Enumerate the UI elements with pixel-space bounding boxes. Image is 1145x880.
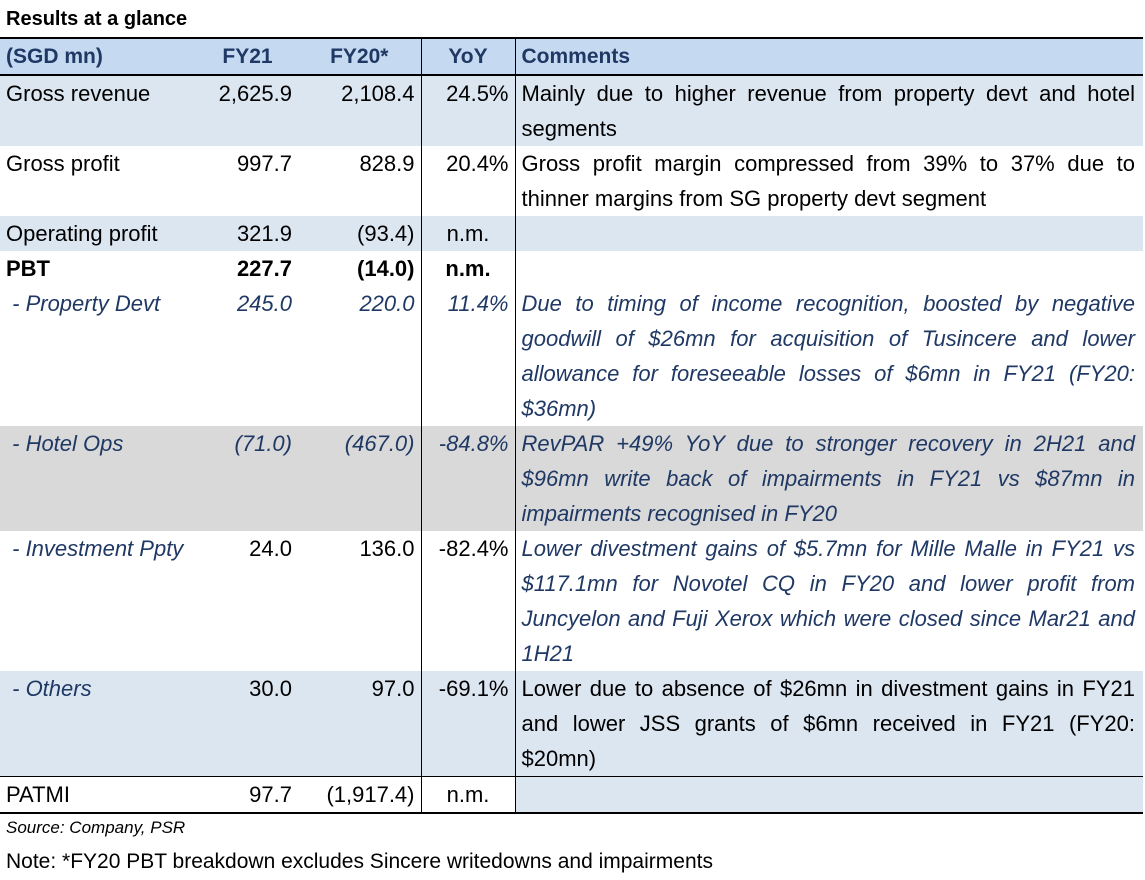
row-label: PBT [6,256,50,281]
header-fy21: FY21 [197,38,298,75]
header-yoy: YoY [420,38,515,75]
table-row-gross-revenue: Gross revenue 2,625.9 2,108.4 24.5% Main… [0,75,1143,146]
row-yoy: -82.4% [420,531,515,671]
row-yoy: -69.1% [420,671,515,777]
row-fy21: 24.0 [249,536,292,561]
row-fy21: 227.7 [236,256,292,281]
row-yoy: -84.8% [420,426,515,531]
row-label: Gross profit [6,151,120,176]
row-fy20: 828.9 [359,151,415,176]
row-fy20: 2,108.4 [298,75,421,146]
header-comments: Comments [514,38,1143,75]
row-fy21: 2,625.9 [197,75,298,146]
table-row-property-devt: - Property Devt 245.0 220.0 11.4% Due to… [0,286,1143,426]
row-fy20: (93.4) [298,216,421,251]
table-row-pbt: PBT 227.7 (14.0) n.m. [0,251,1143,286]
row-fy21: 97.7 [249,782,292,807]
row-comment: Mainly due to higher revenue from proper… [514,75,1143,146]
row-yoy: n.m. [420,251,515,286]
row-fy20: (14.0) [357,256,415,281]
row-label: - Property Devt [6,291,161,316]
row-yoy: 24.5% [420,75,515,146]
row-fy21: (71.0) [197,426,298,531]
row-comment [514,776,1143,813]
table-row-operating-profit: Operating profit 321.9 (93.4) n.m. [0,216,1143,251]
row-comment: Lower due to absence of $26mn in divestm… [514,671,1143,777]
row-fy20: (1,917.4) [326,782,415,807]
row-label: - Others [0,671,197,777]
row-yoy: 11.4% [420,286,515,426]
row-label: PATMI [6,782,70,807]
row-yoy: 20.4% [420,146,515,216]
row-fy21: 321.9 [197,216,298,251]
table-row-others: - Others 30.0 97.0 -69.1% Lower due to a… [0,671,1143,777]
row-yoy: n.m. [420,216,515,251]
page-title: Results at a glance [6,8,188,30]
row-fy20: 220.0 [359,291,415,316]
table-row-patmi: PATMI 97.7 (1,917.4) n.m. [0,776,1143,813]
row-label: Operating profit [0,216,197,251]
row-comment: Gross profit margin compressed from 39% … [514,146,1143,216]
row-fy21: 30.0 [197,671,298,777]
row-comment: RevPAR +49% YoY due to stronger recovery… [514,426,1143,531]
table-row-hotel-ops: - Hotel Ops (71.0) (467.0) -84.8% RevPAR… [0,426,1143,531]
row-fy20: 136.0 [359,536,415,561]
row-label: - Hotel Ops [0,426,197,531]
results-table: (SGD mn) FY21 FY20* YoY Comments Gross r… [0,37,1143,814]
row-fy20: (467.0) [298,426,421,531]
row-fy20: 97.0 [298,671,421,777]
header-row: (SGD mn) FY21 FY20* YoY Comments [0,38,1143,75]
footnote: Note: *FY20 PBT breakdown excludes Since… [6,850,713,873]
table-row-gross-profit: Gross profit 997.7 828.9 20.4% Gross pro… [0,146,1143,216]
header-label: (SGD mn) [0,38,197,75]
row-comment: Lower divestment gains of $5.7mn for Mil… [514,531,1143,671]
row-yoy: n.m. [420,776,515,813]
row-fy21: 997.7 [236,151,292,176]
row-label: - Investment Ppty [6,536,184,561]
header-fy20: FY20* [298,38,421,75]
row-label: Gross revenue [0,75,197,146]
row-fy21: 245.0 [236,291,292,316]
row-comment [514,251,1143,286]
table-row-investment-ppty: - Investment Ppty 24.0 136.0 -82.4% Lowe… [0,531,1143,671]
row-comment: Due to timing of income recognition, boo… [514,286,1143,426]
source-note: Source: Company, PSR [6,818,186,837]
row-comment [514,216,1143,251]
